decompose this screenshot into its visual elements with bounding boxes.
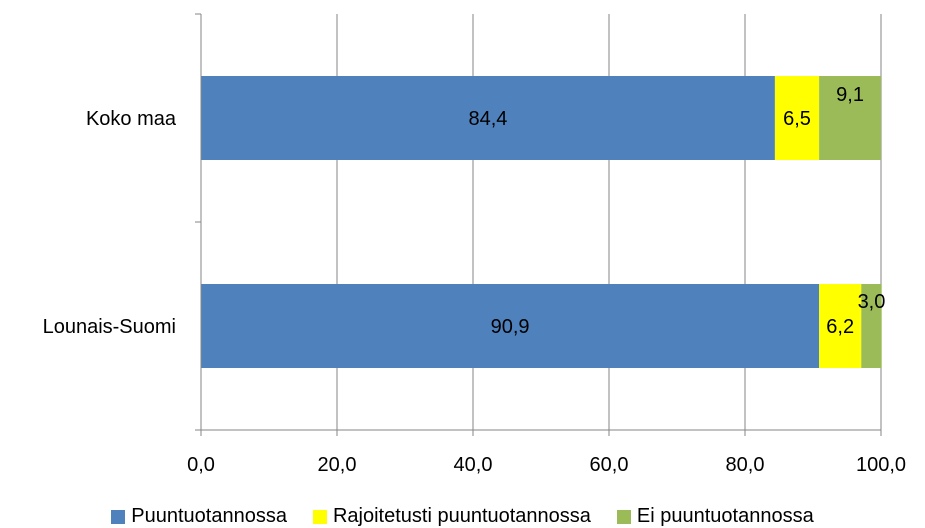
data-label: 6,5 [783, 108, 811, 130]
data-label: 9,1 [836, 84, 864, 106]
bar-segment [201, 76, 775, 160]
x-tick-label: 80,0 [726, 454, 765, 476]
legend-label: Puuntuotannossa [131, 505, 287, 527]
legend-swatch [616, 509, 631, 524]
x-tick-label: 100,0 [856, 454, 906, 476]
chart: 0,0 20,0 40,0 60,0 80,0 100,0 Koko maa 84,4 6,5 9… [43, 13, 906, 476]
bar-segment [861, 284, 882, 368]
data-label: 90,9 [491, 316, 530, 338]
legend-label: Rajoitetusti puuntuotannossa [332, 505, 591, 527]
data-label: 84,4 [468, 108, 507, 130]
bar-segment [774, 76, 820, 160]
bar-segment [819, 76, 881, 160]
legend-label: Ei puuntuotannossa [636, 505, 814, 527]
legend-item: Rajoitetusti puuntuotannossa [312, 505, 591, 528]
x-tick-label: 60,0 [590, 454, 629, 476]
bar-segment [201, 284, 820, 368]
bars [201, 76, 882, 368]
legend-swatch [312, 509, 327, 524]
x-tick-label: 40,0 [454, 454, 493, 476]
data-label: 6,2 [826, 316, 854, 338]
legend-item: Puuntuotannossa [111, 505, 287, 528]
legend-swatch [111, 509, 126, 524]
x-tick-label: 0,0 [187, 454, 215, 476]
axes [195, 13, 882, 436]
bar-segment [819, 284, 862, 368]
labels: 0,0 20,0 40,0 60,0 80,0 100,0 Koko maa 84,4 6,5 9… [43, 84, 906, 476]
legend: Puuntuotannossa Rajoitetusti puuntuotanno… [0, 505, 925, 528]
legend-item: Ei puuntuotannossa [616, 505, 814, 528]
category-label: Koko maa [86, 108, 177, 130]
data-label: 3,0 [858, 291, 886, 313]
category-label: Lounais-Suomi [43, 316, 176, 338]
x-tick-label: 20,0 [318, 454, 357, 476]
